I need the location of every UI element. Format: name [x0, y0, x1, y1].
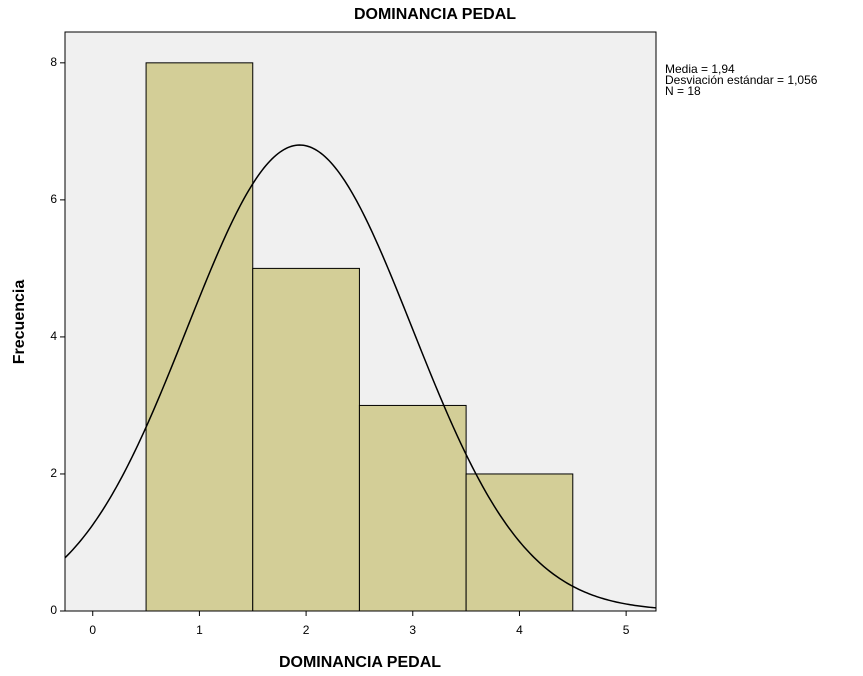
normal-curve	[64, 144, 657, 609]
y-tick-label: 4	[50, 329, 57, 343]
stat-label: Desviación estándar = 1,056	[665, 73, 818, 87]
bar	[145, 62, 254, 612]
y-tick-label: 8	[50, 55, 57, 69]
stat-label: N = 18	[665, 84, 701, 98]
y-axis-label: Frecuencia	[11, 280, 28, 365]
x-tick-label: 1	[196, 623, 203, 637]
y-tick-label: 2	[50, 466, 57, 480]
x-tick-label: 3	[409, 623, 416, 637]
chart-title: DOMINANCIA PEDAL	[354, 6, 516, 23]
y-tick-label: 6	[50, 192, 57, 206]
x-tick-label: 4	[516, 623, 523, 637]
stat-label: Media = 1,94	[665, 62, 735, 76]
bar	[252, 267, 360, 612]
bar	[358, 404, 467, 612]
x-tick-label: 0	[89, 623, 96, 637]
x-axis-label: DOMINANCIA PEDAL	[279, 654, 441, 671]
x-tick-label: 5	[623, 623, 630, 637]
y-tick-label: 0	[50, 603, 57, 617]
x-tick-label: 2	[303, 623, 310, 637]
